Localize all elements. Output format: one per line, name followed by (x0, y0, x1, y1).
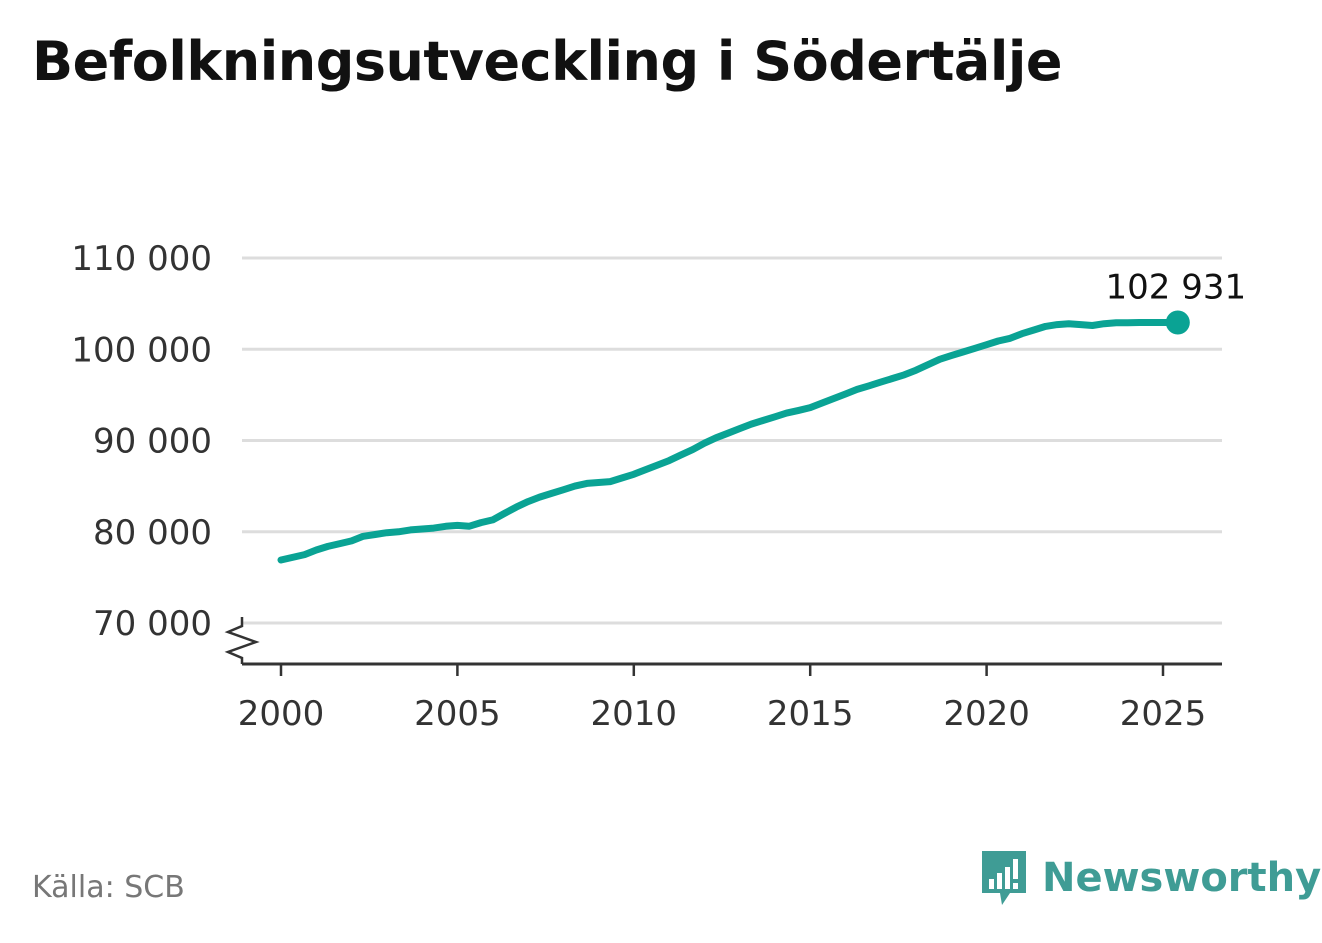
end-point-marker (1165, 310, 1190, 335)
x-tick-label: 2010 (591, 694, 678, 734)
end-value-label: 102 931 (1106, 268, 1247, 308)
x-tick-label: 2000 (238, 694, 325, 734)
x-tick-label: 2005 (414, 694, 501, 734)
chart-title: Befolkningsutveckling i Södertälje (32, 30, 1063, 93)
y-tick-label: 110 000 (71, 239, 212, 279)
newsworthy-logo-icon (982, 851, 1026, 905)
y-tick-label: 70 000 (93, 604, 212, 644)
y-tick-label: 100 000 (71, 330, 212, 370)
y-tick-label: 90 000 (93, 422, 212, 462)
axis-break-icon (224, 617, 260, 664)
brand-name: Newsworthy (1042, 855, 1322, 901)
x-tick-label: 2020 (943, 694, 1030, 734)
source-note: Källa: SCB (32, 870, 185, 905)
brand-logo[interactable]: Newsworthy (980, 848, 1321, 908)
series-line (277, 319, 1182, 564)
x-tick-label: 2015 (767, 694, 854, 734)
x-tick-label: 2025 (1120, 694, 1207, 734)
y-tick-label: 80 000 (93, 513, 212, 553)
